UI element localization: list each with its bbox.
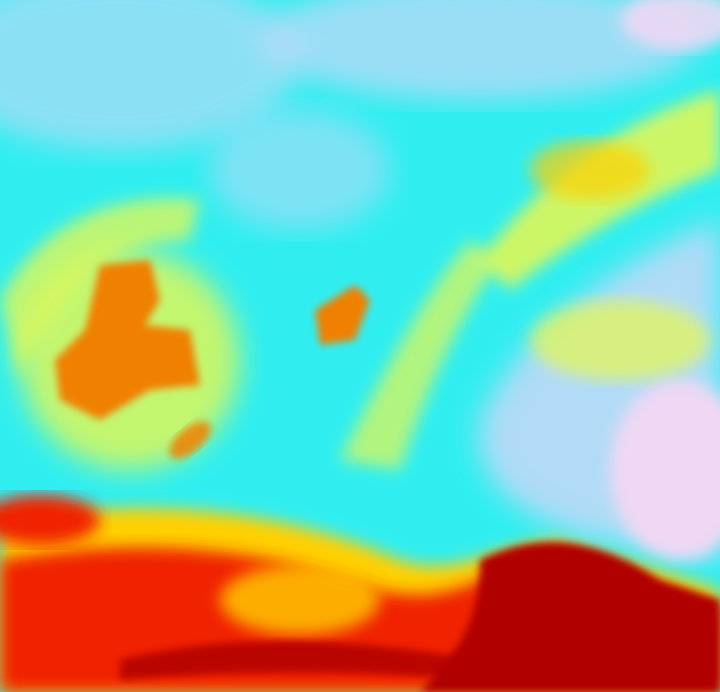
haze-region: [210, 110, 390, 230]
haze-region: [0, 0, 300, 150]
warm-blob: [315, 285, 370, 345]
low-streak: [340, 240, 500, 470]
mid-patch: [530, 140, 650, 200]
cloud-region: [610, 380, 720, 560]
mid-patch: [220, 565, 380, 635]
hot-patch: [0, 495, 100, 545]
haze-region: [260, 0, 700, 100]
hottest-streak: [120, 641, 480, 680]
warm-blob: [169, 421, 211, 459]
warm-blob: [55, 260, 200, 420]
low-patch: [530, 300, 710, 380]
cloud-region: [620, 0, 720, 50]
hottest-patch: [420, 542, 720, 692]
low-streak: [0, 198, 200, 380]
